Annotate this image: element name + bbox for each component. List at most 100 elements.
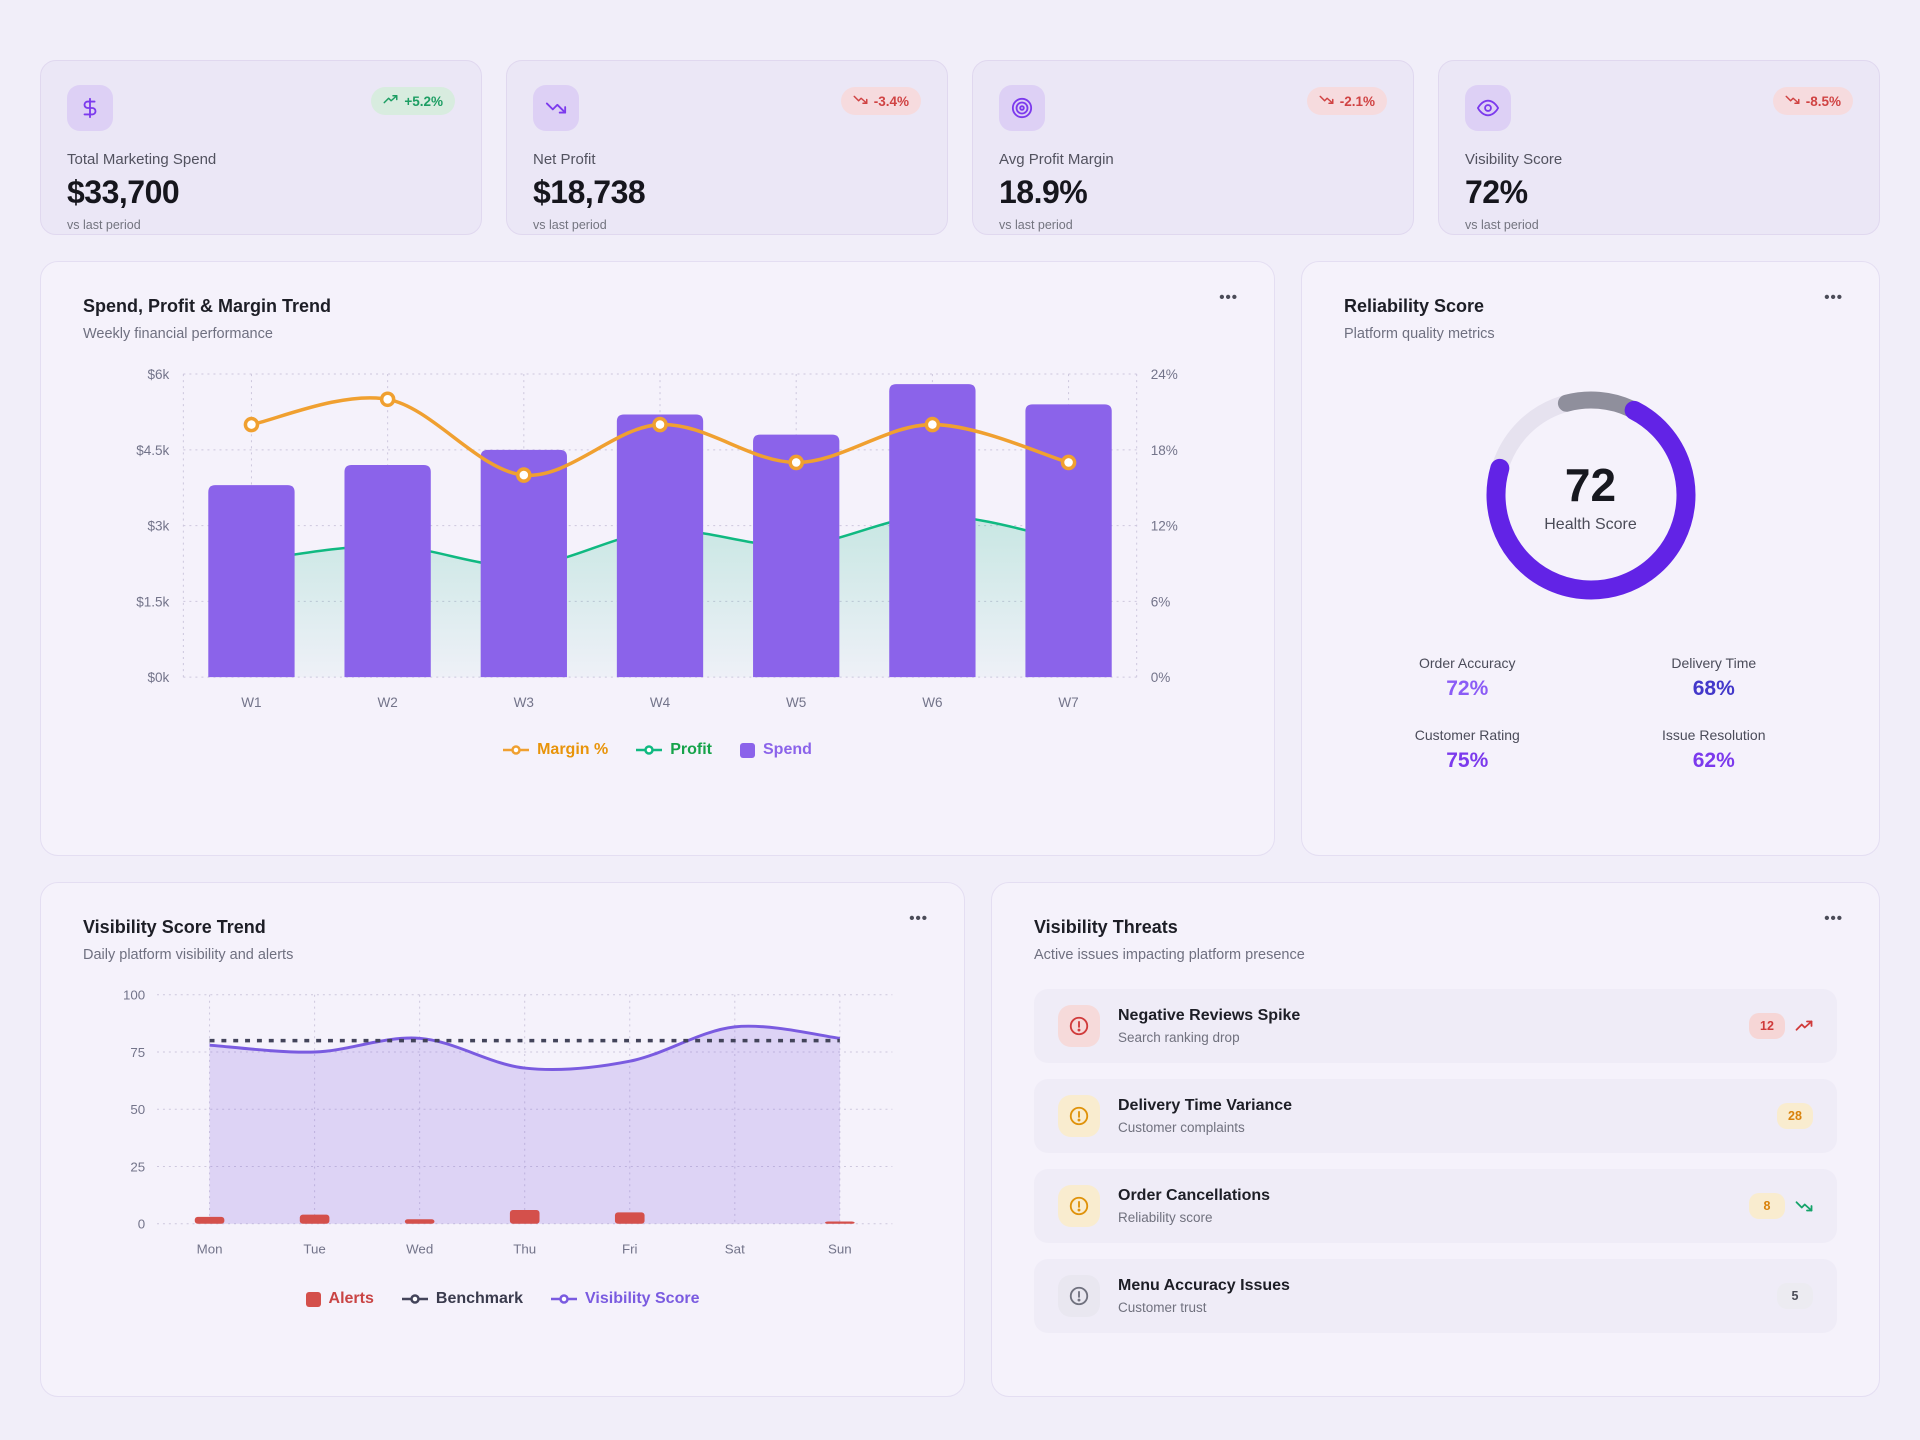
svg-text:$3k: $3k (147, 519, 169, 534)
svg-text:Sat: Sat (725, 1241, 745, 1256)
delta-value: -8.5% (1805, 93, 1841, 109)
margin-point (1060, 454, 1077, 471)
more-options-icon[interactable]: ••• (909, 910, 928, 927)
visibility-trend-chart: 100 75 50 25 0 Mon Tue Wed Thu Fri Sat Sun (123, 988, 893, 1256)
alert-bar (404, 1219, 435, 1224)
kpi-row: +5.2% Total Marketing Spend $33,700 vs l… (40, 60, 1880, 235)
threat-text: Delivery Time Variance Customer complain… (1118, 1097, 1292, 1135)
legend-benchmark[interactable]: Benchmark (401, 1290, 524, 1308)
legend-swatch (305, 1291, 321, 1307)
kpi-value: 18.9% (999, 174, 1088, 210)
svg-text:Thu: Thu (513, 1241, 536, 1256)
trending-up-icon (383, 92, 398, 110)
card-subtitle: Weekly financial performance (83, 326, 273, 342)
metric-delivery-time: Delivery Time 68% (1591, 655, 1838, 701)
visibility-threats-card: Visibility Threats Active issues impacti… (991, 882, 1880, 1397)
svg-text:75: 75 (130, 1045, 145, 1060)
svg-text:6%: 6% (1151, 594, 1171, 609)
card-title: Visibility Score Trend (83, 917, 266, 937)
delta-badge: -8.5% (1772, 87, 1853, 115)
svg-text:W6: W6 (922, 695, 942, 710)
svg-text:12%: 12% (1151, 519, 1178, 534)
kpi-value: 72% (1465, 174, 1528, 210)
legend-alerts[interactable]: Alerts (305, 1290, 374, 1308)
target-icon (999, 85, 1045, 131)
legend-label: Margin % (537, 741, 609, 759)
kpi-label: Avg Profit Margin (999, 151, 1114, 168)
spend-bar (480, 449, 567, 678)
legend-visibility-score[interactable]: Visibility Score (551, 1290, 699, 1308)
threat-subtitle: Customer complaints (1118, 1120, 1245, 1135)
health-score-label: Health Score (1544, 515, 1637, 533)
threat-row-delivery-time-variance[interactable]: Delivery Time Variance Customer complain… (1034, 1079, 1837, 1153)
svg-text:W4: W4 (650, 695, 671, 710)
legend-profit[interactable]: Profit (636, 741, 712, 759)
more-options-icon[interactable]: ••• (1824, 289, 1843, 306)
margin-point (516, 467, 532, 483)
threat-meta: 28 (1777, 1103, 1813, 1129)
threat-count-badge: 5 (1777, 1283, 1813, 1309)
metric-value: 75% (1446, 749, 1489, 772)
svg-text:25: 25 (130, 1159, 145, 1174)
trending-down-icon (1319, 92, 1334, 110)
delta-badge: -2.1% (1306, 87, 1387, 115)
spend-bar (889, 384, 976, 678)
metric-label: Issue Resolution (1661, 727, 1766, 743)
threat-row-menu-accuracy-issues[interactable]: Menu Accuracy Issues Customer trust 5 (1034, 1259, 1837, 1333)
threat-title: Order Cancellations (1118, 1187, 1271, 1204)
card-title: Spend, Profit & Margin Trend (83, 296, 332, 316)
threat-subtitle: Reliability score (1118, 1210, 1213, 1225)
margin-point (924, 416, 941, 433)
margin-point (788, 454, 804, 471)
kpi-value: $18,738 (533, 174, 646, 210)
trending-down-icon (1785, 92, 1800, 110)
kpi-caption: vs last period (67, 218, 141, 232)
svg-text:100: 100 (123, 988, 145, 1003)
delta-value: -2.1% (1339, 93, 1375, 109)
threat-title: Negative Reviews Spike (1118, 1007, 1301, 1024)
spend-bar (208, 485, 295, 678)
metric-value: 72% (1446, 677, 1489, 700)
legend-label: Alerts (328, 1290, 374, 1308)
alert-circle-icon (1069, 1106, 1089, 1126)
threat-meta: 8 (1749, 1193, 1813, 1219)
more-options-icon[interactable]: ••• (1219, 289, 1238, 306)
svg-text:50: 50 (130, 1102, 145, 1117)
legend-spend[interactable]: Spend (740, 741, 812, 759)
spend-chart-legend: Margin % Profit Spend (83, 741, 1232, 759)
kpi-card-avg-profit-margin: -2.1% Avg Profit Margin 18.9% vs last pe… (972, 60, 1414, 235)
threat-subtitle: Customer trust (1118, 1300, 1207, 1315)
legend-margin[interactable]: Margin % (503, 741, 608, 759)
spend-bar (1025, 404, 1112, 678)
threat-severity-chip (1058, 1005, 1100, 1047)
alert-bar (614, 1212, 645, 1224)
threat-row-order-cancellations[interactable]: Order Cancellations Reliability score 8 (1034, 1169, 1837, 1243)
legend-label: Profit (670, 741, 712, 759)
threat-meta: 12 (1749, 1013, 1813, 1039)
threat-text: Negative Reviews Spike Search ranking dr… (1118, 1007, 1300, 1045)
legend-swatch (636, 745, 663, 756)
trending-up-icon (1795, 1020, 1813, 1031)
visibility-area (209, 1026, 840, 1224)
metric-customer-rating: Customer Rating 75% (1344, 727, 1591, 773)
visibility-chart-legend: Alerts Benchmark Visibility Score (83, 1290, 922, 1308)
threat-severity-chip (1058, 1275, 1100, 1317)
alert-circle-icon (1069, 1016, 1089, 1036)
svg-text:$4.5k: $4.5k (136, 443, 169, 458)
svg-text:Fri: Fri (622, 1241, 638, 1256)
svg-text:W2: W2 (377, 695, 397, 710)
svg-text:Mon: Mon (197, 1241, 223, 1256)
visibility-line (209, 1024, 841, 1072)
alert-circle-icon (1069, 1196, 1089, 1216)
more-options-icon[interactable]: ••• (1824, 910, 1843, 927)
delta-value: -3.4% (873, 93, 909, 109)
threat-row-negative-reviews-spike[interactable]: Negative Reviews Spike Search ranking dr… (1034, 989, 1837, 1063)
legend-label: Benchmark (435, 1290, 524, 1308)
threat-text: Order Cancellations Reliability score (1118, 1187, 1270, 1225)
threat-count-badge: 8 (1749, 1193, 1785, 1219)
alert-bar (509, 1210, 540, 1224)
svg-text:0%: 0% (1151, 670, 1171, 685)
spend-bar (616, 414, 704, 678)
card-title: Visibility Threats (1034, 917, 1178, 937)
